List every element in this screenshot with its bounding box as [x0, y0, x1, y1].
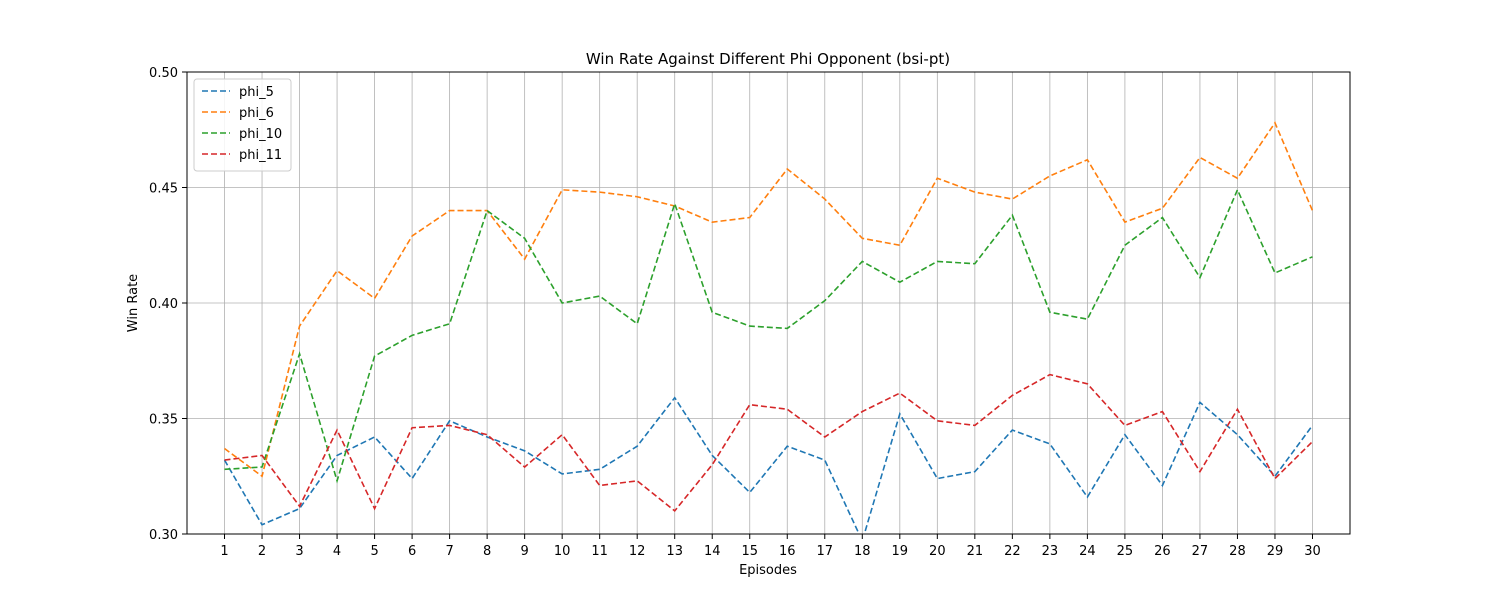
x-tick-label: 3 [295, 544, 303, 559]
x-tick-label: 20 [929, 544, 946, 559]
y-tick-label: 0.50 [149, 66, 178, 81]
x-tick-label: 24 [1079, 544, 1096, 559]
legend-label: phi_5 [239, 85, 274, 100]
chart-title: Win Rate Against Different Phi Opponent … [586, 50, 950, 68]
x-tick-label: 2 [258, 544, 266, 559]
x-tick-label: 18 [854, 544, 871, 559]
series-line-phi-6 [224, 121, 1314, 478]
y-tick-label: 0.45 [149, 182, 178, 197]
x-tick-label: 1 [220, 544, 228, 559]
x-tick-label: 10 [554, 544, 571, 559]
series-line-phi-11 [224, 373, 1314, 513]
legend: phi_5 phi_6 phi_10 phi_11 [193, 78, 292, 172]
series-line-phi-5 [223, 396, 1314, 534]
legend-label: phi_11 [239, 148, 282, 163]
x-tick-label: 29 [1267, 544, 1284, 559]
x-tick-label: 14 [704, 544, 721, 559]
x-tick-label: 21 [967, 544, 984, 559]
x-tick-label: 17 [817, 544, 834, 559]
y-axis-label: Win Rate [126, 274, 141, 332]
legend-label: phi_10 [239, 127, 282, 142]
y-axis: 0.30 0.35 0.40 0.45 0.50 [149, 66, 187, 543]
x-tick-label: 22 [1004, 544, 1021, 559]
series-layer [223, 121, 1314, 534]
x-tick-label: 5 [370, 544, 378, 559]
x-tick-label: 28 [1229, 544, 1246, 559]
x-tick-label: 16 [779, 544, 796, 559]
x-axis: 1 2 3 4 5 6 7 8 9 10 11 12 13 14 15 16 17 18 19 20 21 22 23 24 2… [220, 534, 1321, 559]
x-tick-label: 26 [1154, 544, 1171, 559]
y-tick-label: 0.40 [149, 297, 178, 312]
y-tick-label: 0.35 [149, 413, 178, 428]
x-tick-label: 30 [1304, 544, 1321, 559]
series-line-phi-10 [224, 187, 1313, 484]
x-tick-label: 7 [445, 544, 453, 559]
y-tick-label: 0.30 [149, 528, 178, 543]
x-tick-label: 23 [1042, 544, 1059, 559]
x-tick-label: 9 [521, 544, 529, 559]
legend-box [193, 78, 292, 172]
x-tick-label: 27 [1192, 544, 1209, 559]
x-tick-label: 19 [892, 544, 909, 559]
legend-label: phi_6 [239, 106, 274, 121]
x-tick-label: 15 [741, 544, 758, 559]
x-tick-label: 6 [408, 544, 416, 559]
x-tick-label: 25 [1117, 544, 1134, 559]
x-tick-label: 8 [483, 544, 491, 559]
x-tick-label: 12 [629, 544, 646, 559]
x-tick-label: 13 [666, 544, 683, 559]
x-tick-label: 4 [333, 544, 341, 559]
x-axis-label: Episodes [739, 563, 797, 578]
x-tick-label: 11 [591, 544, 608, 559]
